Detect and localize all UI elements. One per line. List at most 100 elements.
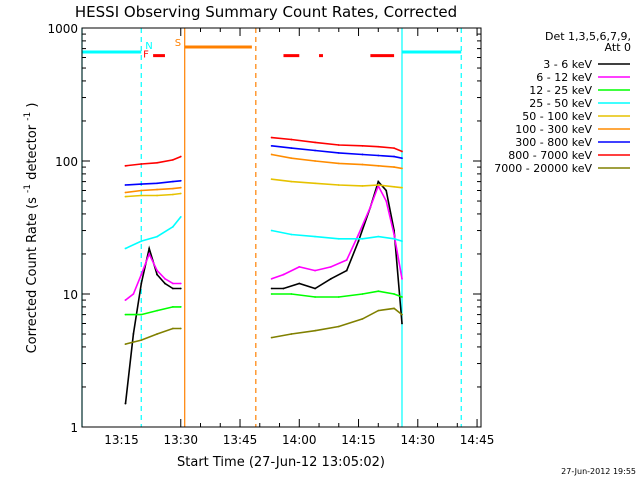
- series-point-2-1-0: [270, 293, 273, 295]
- series-point-6-1-7: [401, 157, 403, 160]
- series-point-4-0-4: [179, 192, 182, 195]
- x-tick-label: 14:00: [282, 433, 317, 447]
- series-point-4-1-6: [393, 185, 395, 188]
- y-tick-label: 10: [63, 288, 78, 302]
- series-point-6-0-0: [124, 184, 127, 186]
- series-point-0-1-4: [329, 277, 332, 280]
- y-axis-ticks: 1 10 100 1000: [47, 22, 481, 435]
- series-point-0-1-3: [314, 287, 316, 290]
- series-point-4-1-7: [401, 186, 403, 189]
- series-point-7-0-2: [156, 161, 158, 164]
- series-point-3-0-2: [156, 235, 158, 238]
- series-point-6-1-1: [290, 147, 293, 150]
- series-point-1-0-0: [124, 299, 127, 301]
- series-line-5-seg-1: [271, 153, 403, 170]
- series-point-1-1-9: [385, 200, 388, 202]
- series-point-0-0-0: [124, 402, 127, 405]
- series-point-2-1-5: [377, 290, 380, 293]
- series-point-6-1-3: [337, 152, 340, 154]
- y-tick-label: 1: [70, 421, 78, 435]
- series-point-1-0-1: [132, 293, 135, 295]
- series-point-3-1-5: [377, 235, 380, 238]
- series-point-6-1-2: [314, 149, 316, 152]
- series-line-2-seg-1: [271, 290, 403, 298]
- series-point-3-1-1: [290, 233, 293, 236]
- legend-label-1: 6 - 12 keV: [536, 71, 592, 84]
- x-tick-label: 14:30: [400, 433, 435, 447]
- series-point-7-0-4: [179, 155, 182, 158]
- series-point-2-1-6: [393, 293, 395, 295]
- series-point-2-0-2: [156, 309, 158, 312]
- x-tick-label: 13:45: [223, 433, 258, 447]
- series-point-0-0-7: [179, 287, 182, 290]
- series-point-2-1-1: [290, 293, 293, 295]
- series-point-6-0-1: [140, 183, 143, 186]
- series-point-3-0-4: [179, 215, 182, 218]
- series-point-7-1-6: [393, 147, 395, 150]
- series-point-6-1-6: [393, 155, 395, 158]
- series-point-0-0-1: [132, 333, 135, 335]
- y-tick-label: 1000: [47, 22, 78, 36]
- series-point-0-0-3: [148, 247, 151, 250]
- flag-label-s: S: [175, 38, 181, 49]
- series-point-0-1-11: [401, 322, 403, 325]
- series-point-3-0-1: [140, 240, 143, 242]
- series-point-1-1-4: [329, 265, 332, 268]
- series-point-8-1-6: [393, 307, 395, 310]
- series-point-7-0-0: [124, 164, 127, 167]
- series-point-4-1-0: [270, 178, 273, 181]
- series-point-5-1-3: [337, 162, 340, 165]
- series-point-3-1-6: [393, 237, 395, 240]
- series-point-1-1-6: [357, 233, 360, 236]
- series-lines: [124, 136, 403, 405]
- x-tick-label: 14:45: [460, 433, 495, 447]
- series-point-4-0-3: [171, 193, 174, 196]
- series-point-1-1-1: [282, 273, 285, 276]
- series-point-3-1-7: [401, 240, 403, 242]
- series-line-1-seg-0: [125, 251, 181, 301]
- series-point-0-1-0: [270, 287, 273, 290]
- series-point-8-0-4: [179, 327, 182, 330]
- series-point-3-0-0: [124, 247, 127, 250]
- series-point-7-1-7: [401, 150, 403, 153]
- series-point-5-1-4: [361, 163, 364, 166]
- series-point-4-0-2: [156, 194, 158, 197]
- plot-frame: [81, 27, 482, 428]
- series-point-1-1-10: [393, 233, 395, 236]
- x-tick-label: 13:15: [104, 433, 139, 447]
- series-point-2-1-4: [361, 293, 364, 295]
- series-point-7-1-2: [314, 141, 316, 144]
- series-point-4-0-1: [140, 194, 143, 197]
- series-point-5-1-7: [401, 167, 403, 170]
- series-point-1-1-2: [298, 265, 301, 268]
- series-point-0-0-5: [164, 282, 166, 285]
- series-point-2-1-7: [401, 296, 403, 298]
- y-axis-label-sup2: -1: [23, 112, 33, 121]
- series-line-7-seg-1: [271, 136, 403, 153]
- legend-label-8: 7000 - 20000 keV: [494, 162, 592, 175]
- series-point-8-1-7: [401, 313, 403, 316]
- series-point-7-0-1: [140, 163, 143, 165]
- series-point-1-0-6: [171, 282, 174, 285]
- legend-label-4: 50 - 100 keV: [522, 110, 592, 123]
- series-point-0-0-4: [156, 273, 158, 276]
- series-point-0-0-6: [171, 287, 174, 290]
- series-point-5-1-0: [270, 153, 273, 156]
- series-point-8-1-3: [337, 325, 340, 328]
- series-point-8-1-5: [377, 309, 380, 312]
- series-point-5-1-6: [393, 166, 395, 168]
- footer-date: 27-Jun-2012 19:55: [561, 467, 636, 476]
- y-axis-label-sup1: -1: [23, 184, 33, 193]
- series-line-4-seg-1: [271, 178, 403, 189]
- y-axis-label-end: ): [25, 103, 40, 108]
- legend-label-2: 12 - 25 keV: [529, 84, 592, 97]
- series-point-4-0-0: [124, 195, 127, 198]
- series-point-1-0-7: [179, 282, 182, 285]
- x-tick-label: 14:15: [341, 433, 376, 447]
- series-point-3-1-2: [314, 235, 316, 238]
- series-point-6-0-3: [171, 180, 174, 183]
- series-point-5-1-2: [314, 160, 316, 162]
- series-point-8-1-1: [290, 333, 293, 335]
- x-axis-label: Start Time (27-Jun-12 13:05:02): [177, 455, 385, 470]
